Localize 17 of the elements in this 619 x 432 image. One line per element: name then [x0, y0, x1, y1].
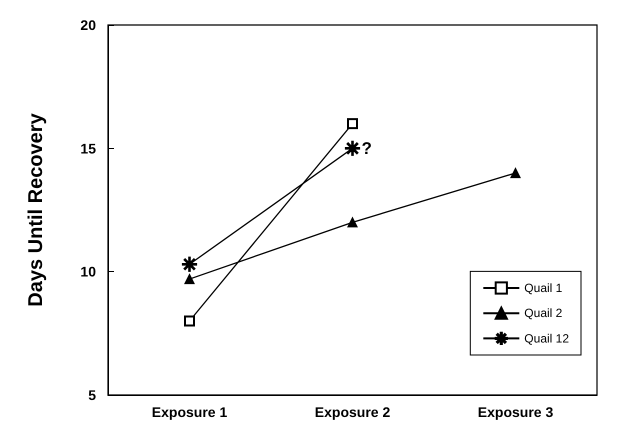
x-tick-label: Exposure 2: [314, 404, 390, 420]
y-axis-title: Days Until Recovery: [25, 112, 47, 307]
point: [510, 168, 521, 178]
y-tick-label: 20: [80, 17, 96, 33]
point: [347, 118, 358, 130]
point: [184, 316, 195, 326]
y-tick-label: 15: [80, 140, 96, 156]
annotation: ?: [362, 138, 372, 158]
point: [347, 217, 358, 228]
legend-label: Quail 12: [524, 331, 570, 346]
point: [184, 274, 195, 284]
x-tick-label: Exposure 3: [478, 404, 554, 420]
y-tick-label: 10: [80, 264, 96, 280]
legend-label: Quail 2: [524, 306, 563, 320]
legend-label: Quail 1: [524, 281, 563, 295]
y-tick-label: 5: [88, 387, 96, 403]
x-tick-label: Exposure 1: [152, 404, 228, 420]
